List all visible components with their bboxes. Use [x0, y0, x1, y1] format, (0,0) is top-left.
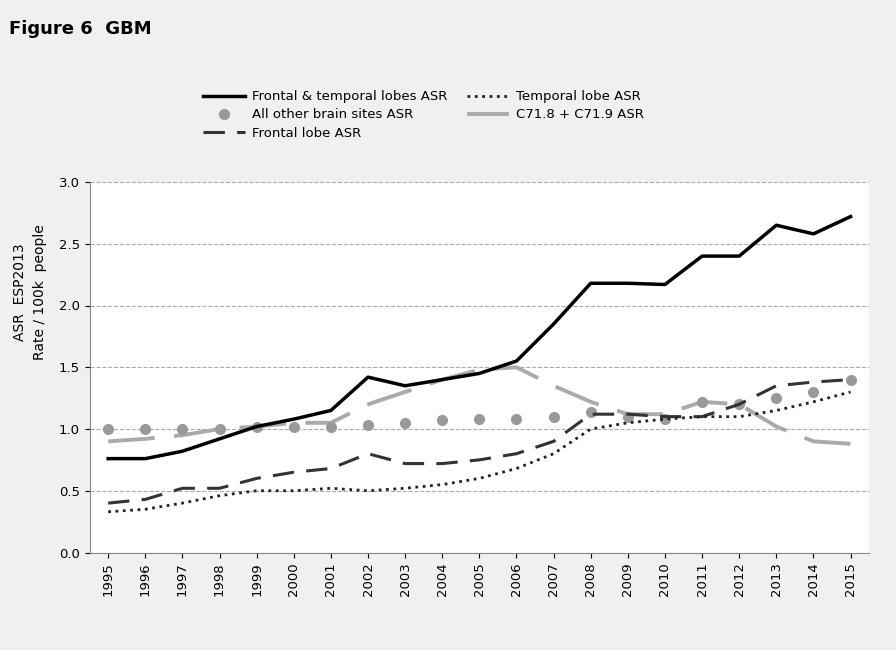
Text: ASR  ESP2013: ASR ESP2013	[13, 244, 27, 341]
Text: Rate / 100k  people: Rate / 100k people	[33, 225, 47, 360]
Legend: Frontal & temporal lobes ASR, All other brain sites ASR, Frontal lobe ASR, Tempo: Frontal & temporal lobes ASR, All other …	[197, 85, 649, 145]
Text: Figure 6  GBM: Figure 6 GBM	[9, 20, 151, 38]
